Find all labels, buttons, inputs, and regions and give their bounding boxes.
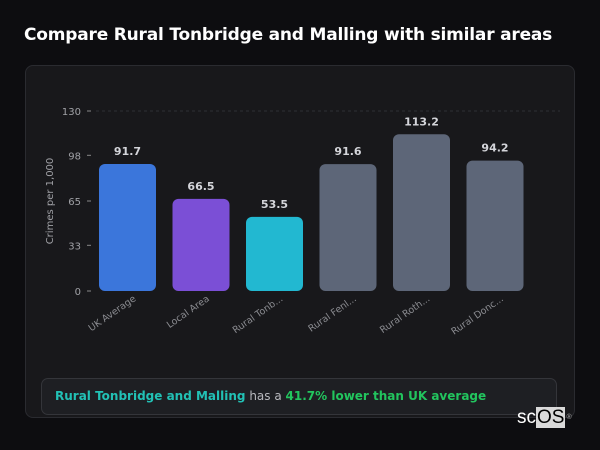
bar-value-label: 91.7: [114, 145, 141, 158]
x-tick-label: Local Area: [165, 293, 212, 330]
summary-comparison: 41.7% lower than UK average: [285, 389, 487, 403]
bar: [319, 164, 377, 291]
bar: [466, 160, 524, 291]
bar-value-label: 113.2: [404, 115, 439, 128]
y-tick-label: 130: [62, 107, 81, 118]
bar: [99, 164, 156, 291]
bar-value-label: 66.5: [187, 180, 214, 193]
x-tick-label: UK Average: [87, 293, 139, 334]
bar-value-label: 91.6: [334, 145, 361, 158]
x-tick-label: Rural Roth...: [378, 293, 432, 335]
bar-value-label: 94.2: [481, 142, 508, 155]
bar: [172, 198, 230, 291]
page-title: Compare Rural Tonbridge and Malling with…: [24, 25, 553, 45]
x-tick-label: Rural Donc...: [449, 293, 505, 337]
bar-value-label: 53.5: [261, 198, 288, 211]
bar: [393, 134, 450, 291]
y-tick-label: 33: [68, 241, 81, 252]
bar: [246, 216, 303, 291]
scos-logo: scOS ®: [517, 407, 572, 428]
x-tick-label: Rural Fenl...: [306, 293, 358, 334]
y-axis-label: Crimes per 1,000: [45, 158, 56, 245]
y-tick-label: 0: [75, 287, 81, 298]
summary-box: Rural Tonbridge and Malling has a 41.7% …: [41, 378, 557, 415]
y-tick-label: 98: [68, 151, 81, 162]
y-tick-label: 65: [68, 197, 81, 208]
summary-area: Rural Tonbridge and Malling: [55, 389, 246, 403]
summary-text: has a: [245, 389, 286, 403]
x-tick-label: Rural Tonb...: [231, 293, 285, 336]
